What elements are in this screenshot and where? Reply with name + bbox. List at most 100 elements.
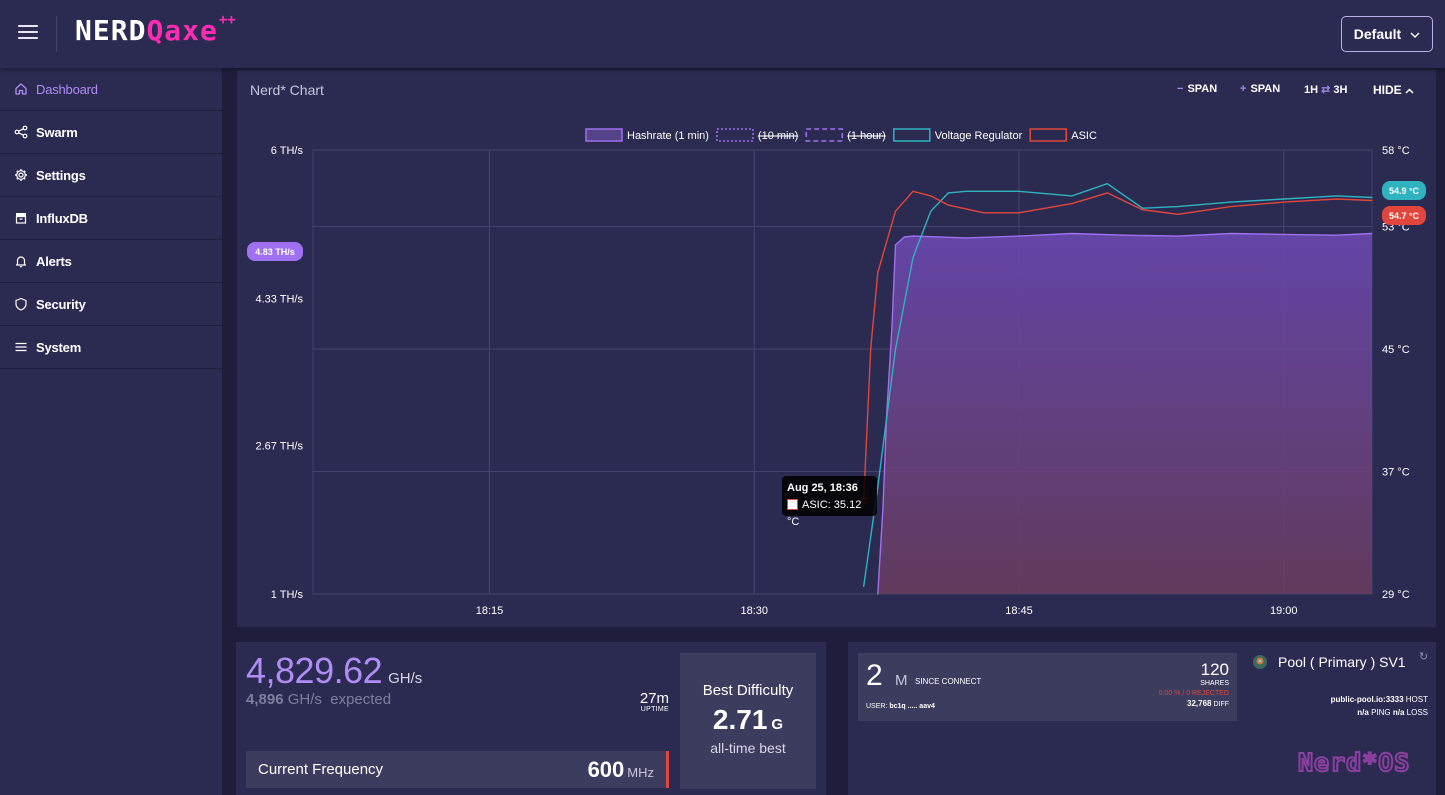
hashrate-value: 4,829.62 <box>246 650 383 691</box>
legend-swatch <box>585 128 623 142</box>
data-point <box>965 190 967 192</box>
top-bar: NERD Qaxe ++ Default <box>0 0 1445 68</box>
logo-text-accent: Qaxe <box>146 14 218 47</box>
tooltip-swatch <box>787 499 798 510</box>
range-1-label: 1H <box>1304 84 1319 96</box>
data-point <box>930 210 932 212</box>
best-difficulty-sub: all-time best <box>710 740 786 756</box>
chart-plot[interactable]: Hashrate (1 min) (10 min) (1 hour) Voltage … <box>237 70 1436 627</box>
plus-icon: + <box>1240 83 1247 95</box>
button-label: SPAN <box>1187 83 1218 95</box>
y-left-tick-label: 1 TH/s <box>271 589 304 601</box>
sidebar-item-security[interactable]: Security <box>0 283 222 326</box>
data-point <box>1230 206 1232 208</box>
logo-text-main: NERD <box>75 14 147 47</box>
legend-item: (10 min) <box>716 128 798 142</box>
sidebar-item-dashboard[interactable]: Dashboard <box>0 68 222 111</box>
legend-label: Hashrate (1 min) <box>627 130 709 142</box>
data-point <box>894 210 897 212</box>
data-point <box>863 585 865 587</box>
data-point <box>1371 199 1373 202</box>
data-point <box>1071 195 1073 197</box>
data-point <box>1177 206 1179 208</box>
data-point <box>1018 235 1020 237</box>
chevron-up-icon <box>1405 88 1414 94</box>
pool-name-label: Pool ( Primary ) SV1 <box>1278 654 1406 670</box>
legend-label: (10 min) <box>758 130 798 142</box>
minus-span-button[interactable]: − SPAN <box>1177 83 1217 95</box>
chart-title: Nerd* Chart <box>250 82 324 98</box>
sidebar-item-label: Alerts <box>36 253 72 269</box>
data-point <box>1141 209 1144 211</box>
data-point <box>912 235 914 237</box>
data-point <box>1141 207 1144 209</box>
legend-swatch <box>716 128 754 142</box>
refresh-icon[interactable]: ↻ <box>1419 651 1429 663</box>
diff-label: DIFF <box>1213 701 1229 708</box>
data-point <box>882 504 884 506</box>
pool-name: Pool ( Primary ) SV1 <box>1252 654 1406 670</box>
chart-tooltip: Aug 25, 18:36 ASIC: 35.12 °C <box>782 476 877 528</box>
legend-item: Voltage Regulator <box>893 128 1023 142</box>
shares-stats: 120 SHARES 0.00 % / 0 REJECTED 32,768 DI… <box>1159 661 1229 710</box>
data-point <box>877 271 879 274</box>
divider <box>56 16 57 52</box>
data-point <box>1283 201 1285 203</box>
uptime-value: 27m <box>639 690 669 707</box>
best-difficulty-title: Best Difficulty <box>702 682 794 699</box>
expected-label: expected <box>330 691 392 708</box>
range-2-label: 3H <box>1333 84 1348 96</box>
plus-span-button[interactable]: + SPAN <box>1240 83 1280 95</box>
tooltip-value: ASIC: 35.12 °C <box>787 499 862 528</box>
logo-text-suffix: ++ <box>218 12 236 28</box>
sidebar-item-label: System <box>36 339 82 355</box>
app-logo[interactable]: NERD Qaxe ++ <box>75 12 236 54</box>
legend-label: ASIC <box>1071 130 1097 142</box>
sidebar-item-swarm[interactable]: Swarm <box>0 111 222 154</box>
data-point <box>912 256 914 258</box>
diff-stat: 32,768 DIFF <box>1159 699 1229 710</box>
frequency-value: 600 MHz <box>588 757 654 783</box>
uptime: 27m UPTIME <box>637 690 669 713</box>
bell-icon <box>13 253 29 269</box>
host-value: public-pool.io:3333 <box>1330 695 1404 704</box>
sidebar-item-influxdb[interactable]: InfluxDB <box>0 197 222 240</box>
list-icon <box>13 339 29 355</box>
hamburger-menu-icon[interactable] <box>18 25 38 41</box>
vr-temp-badge: 54.9 °C <box>1382 181 1426 200</box>
loss-value: n/a <box>1392 708 1405 717</box>
data-point <box>1124 234 1126 236</box>
data-point <box>877 593 879 595</box>
hide-chart-button[interactable]: HIDE <box>1373 83 1414 97</box>
sidebar-item-label: InfluxDB <box>36 210 88 226</box>
sidebar-item-settings[interactable]: Settings <box>0 154 222 197</box>
tooltip-title: Aug 25, 18:36 <box>787 482 858 494</box>
sidebar-item-label: Swarm <box>36 124 78 140</box>
pool-icon <box>1253 655 1267 669</box>
gear-icon <box>13 167 29 183</box>
theme-select-value: Default <box>1353 26 1402 42</box>
data-point <box>870 348 872 350</box>
sidebar: Dashboard Swarm Settings InfluxDB Alerts… <box>0 68 222 795</box>
range-toggle-button[interactable]: 1H ⇄ 3H <box>1304 83 1347 96</box>
data-point <box>1018 190 1020 192</box>
ping-value: n/a <box>1357 708 1369 717</box>
best-difficulty-box: Best Difficulty 2.71 G all-time best <box>680 653 816 789</box>
y-right-tick-label: 37 °C <box>1382 467 1410 479</box>
expected-value: 4,896 <box>246 691 284 708</box>
data-point <box>947 204 950 206</box>
nerdos-logo: Nerd*OS <box>1297 747 1411 778</box>
theme-select[interactable]: Default <box>1341 16 1433 52</box>
host-label: HOST <box>1405 695 1428 704</box>
current-frequency-bar: Current Frequency 600 MHz <box>246 751 669 788</box>
data-point <box>1336 198 1338 200</box>
legend-item: (1 hour) <box>805 128 886 142</box>
x-tick-label: 18:30 <box>740 605 768 617</box>
hashrate-card: 4,829.62 GH/s 4,896 GH/s expected 27m UP… <box>236 642 826 795</box>
series-line-hashrate-min <box>877 232 1373 595</box>
sidebar-item-system[interactable]: System <box>0 326 222 369</box>
since-connect-value: 2 <box>866 659 883 692</box>
sidebar-item-alerts[interactable]: Alerts <box>0 240 222 283</box>
minus-icon: − <box>1177 83 1184 95</box>
share-icon <box>13 124 29 140</box>
